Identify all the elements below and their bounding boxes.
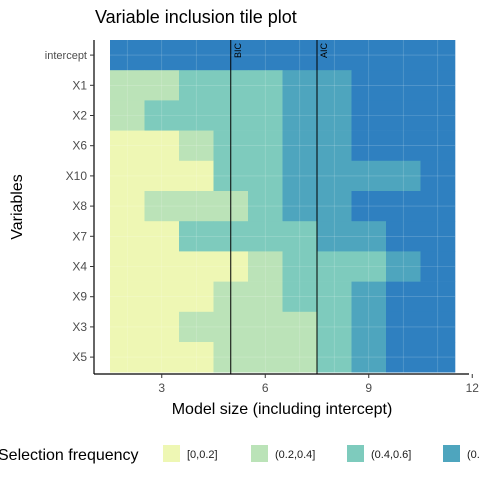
legend-label-4: (0.6,0.8] — [467, 449, 480, 461]
x-axis-title: Model size (including intercept) — [172, 401, 393, 418]
legend-title: Selection frequency — [0, 447, 139, 464]
legend-label-1: [0,0.2] — [187, 449, 218, 461]
x-axis-ticks: 3 6 9 12 — [158, 374, 479, 395]
vline-label-aic: AIC — [319, 43, 329, 59]
legend-label-3: (0.4,0.6] — [371, 449, 411, 461]
legend-key-3 — [347, 445, 364, 462]
y-tick-label-x2: X2 — [72, 109, 87, 123]
y-tick-label-x5: X5 — [72, 350, 87, 364]
vline-label-bic: BIC — [233, 43, 243, 59]
x-tick-label-6: 6 — [262, 381, 269, 395]
y-tick-label-x10: X10 — [66, 169, 88, 183]
y-tick-label-x6: X6 — [72, 139, 87, 153]
x-tick-label-9: 9 — [365, 381, 372, 395]
x-tick-label-12: 12 — [466, 381, 480, 395]
legend-key-2 — [251, 445, 268, 462]
legend-key-4 — [443, 445, 460, 462]
legend: Selection frequency [0,0.2] (0.2,0.4] (0.4… — [0, 445, 480, 464]
legend-label-2: (0.2,0.4] — [275, 449, 315, 461]
y-tick-label-x3: X3 — [72, 320, 87, 334]
y-axis-ticks: intercept X1 X2 X6 X10 X8 X7 X4 X9 X3 X5 — [45, 50, 94, 364]
y-tick-label-x4: X4 — [72, 260, 87, 274]
y-tick-label-x9: X9 — [72, 290, 87, 304]
y-tick-label-x8: X8 — [72, 199, 87, 213]
y-tick-label-x1: X1 — [72, 78, 87, 92]
chart-title: Variable inclusion tile plot — [95, 7, 297, 27]
x-tick-label-3: 3 — [158, 381, 165, 395]
y-tick-label-intercept: intercept — [45, 50, 87, 62]
y-tick-label-x7: X7 — [72, 229, 87, 243]
tile-layer — [110, 40, 455, 373]
legend-key-1 — [163, 445, 180, 462]
y-axis-title: Variables — [9, 174, 26, 240]
